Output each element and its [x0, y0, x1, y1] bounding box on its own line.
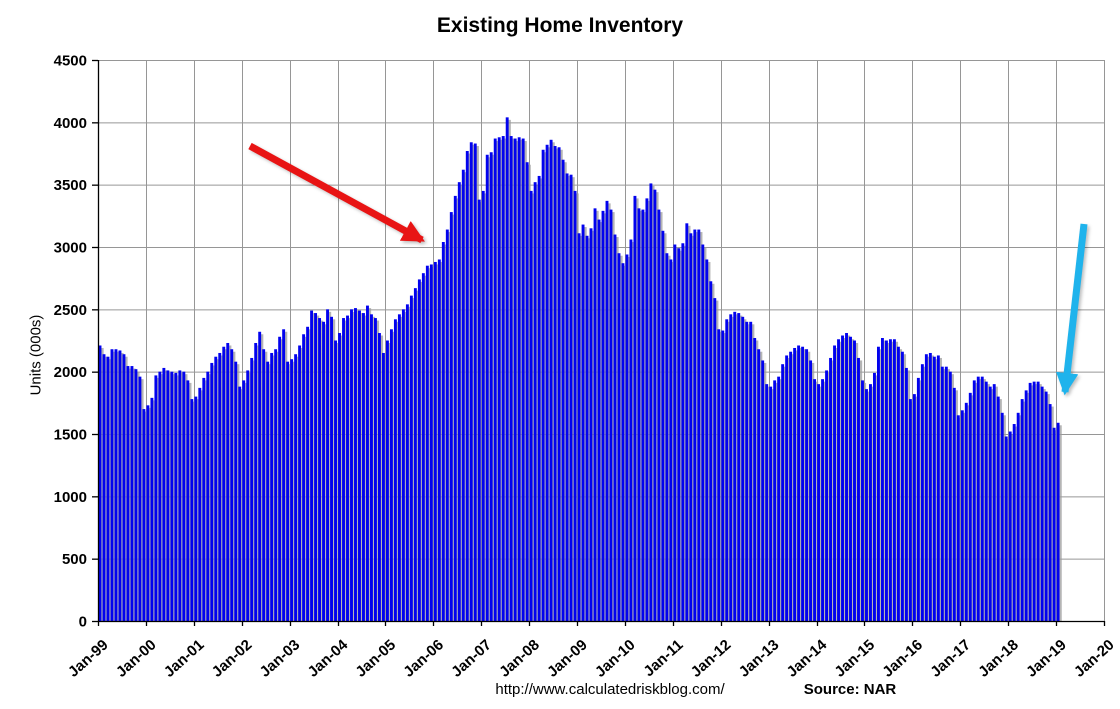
red-arrow — [248, 142, 425, 244]
svg-text:Jan-09: Jan-09 — [544, 636, 591, 680]
svg-text:Jan-03: Jan-03 — [257, 636, 304, 680]
bar-shadows — [100, 119, 1062, 622]
svg-text:Jan-17: Jan-17 — [927, 636, 974, 680]
svg-text:4500: 4500 — [54, 53, 87, 70]
svg-text:3000: 3000 — [54, 240, 87, 257]
svg-text:Jan-08: Jan-08 — [496, 636, 543, 680]
svg-text:Jan-02: Jan-02 — [209, 636, 256, 680]
axes — [92, 59, 1106, 626]
svg-text:Jan-04: Jan-04 — [305, 636, 352, 681]
svg-text:Jan-13: Jan-13 — [736, 636, 783, 680]
svg-text:Jan-18: Jan-18 — [975, 636, 1022, 680]
svg-text:0: 0 — [79, 614, 87, 631]
svg-text:1000: 1000 — [54, 489, 87, 506]
svg-text:Jan-11: Jan-11 — [640, 636, 686, 680]
svg-text:Jan-01: Jan-01 — [161, 636, 208, 680]
svg-text:Jan-20: Jan-20 — [1071, 636, 1118, 680]
svg-text:Jan-16: Jan-16 — [879, 636, 926, 680]
x-tick-labels: Jan-99 Jan-00 Jan-01 Jan-02 Jan-03 Jan-04 Jan-… — [65, 636, 1118, 681]
svg-text:Jan-15: Jan-15 — [831, 636, 878, 680]
svg-text:Jan-07: Jan-07 — [448, 636, 495, 680]
svg-text:1500: 1500 — [54, 427, 87, 444]
cyan-arrow — [1056, 223, 1088, 396]
svg-text:Jan-12: Jan-12 — [688, 636, 735, 680]
svg-text:Jan-06: Jan-06 — [400, 636, 447, 680]
svg-text:Jan-14: Jan-14 — [784, 636, 831, 681]
svg-text:Jan-00: Jan-00 — [113, 636, 160, 680]
svg-text:Jan-05: Jan-05 — [352, 636, 399, 680]
footer-url: http://www.calculatedriskblog.com/ — [495, 681, 725, 698]
chart-title: Existing Home Inventory — [436, 14, 684, 37]
svg-text:3500: 3500 — [54, 177, 87, 194]
svg-text:Jan-10: Jan-10 — [592, 636, 639, 680]
svg-text:2500: 2500 — [54, 302, 87, 319]
svg-text:2000: 2000 — [54, 364, 87, 381]
svg-text:Jan-99: Jan-99 — [65, 636, 112, 680]
svg-text:4000: 4000 — [54, 115, 87, 132]
inventory-bars — [98, 117, 1060, 622]
footer-source-label: Source: NAR — [803, 681, 897, 698]
svg-text:Jan-19: Jan-19 — [1023, 636, 1070, 680]
y-tick-labels: 0 500 1000 1500 2000 2500 3000 3500 4000 4500 — [54, 53, 87, 631]
svg-text:500: 500 — [62, 551, 87, 568]
